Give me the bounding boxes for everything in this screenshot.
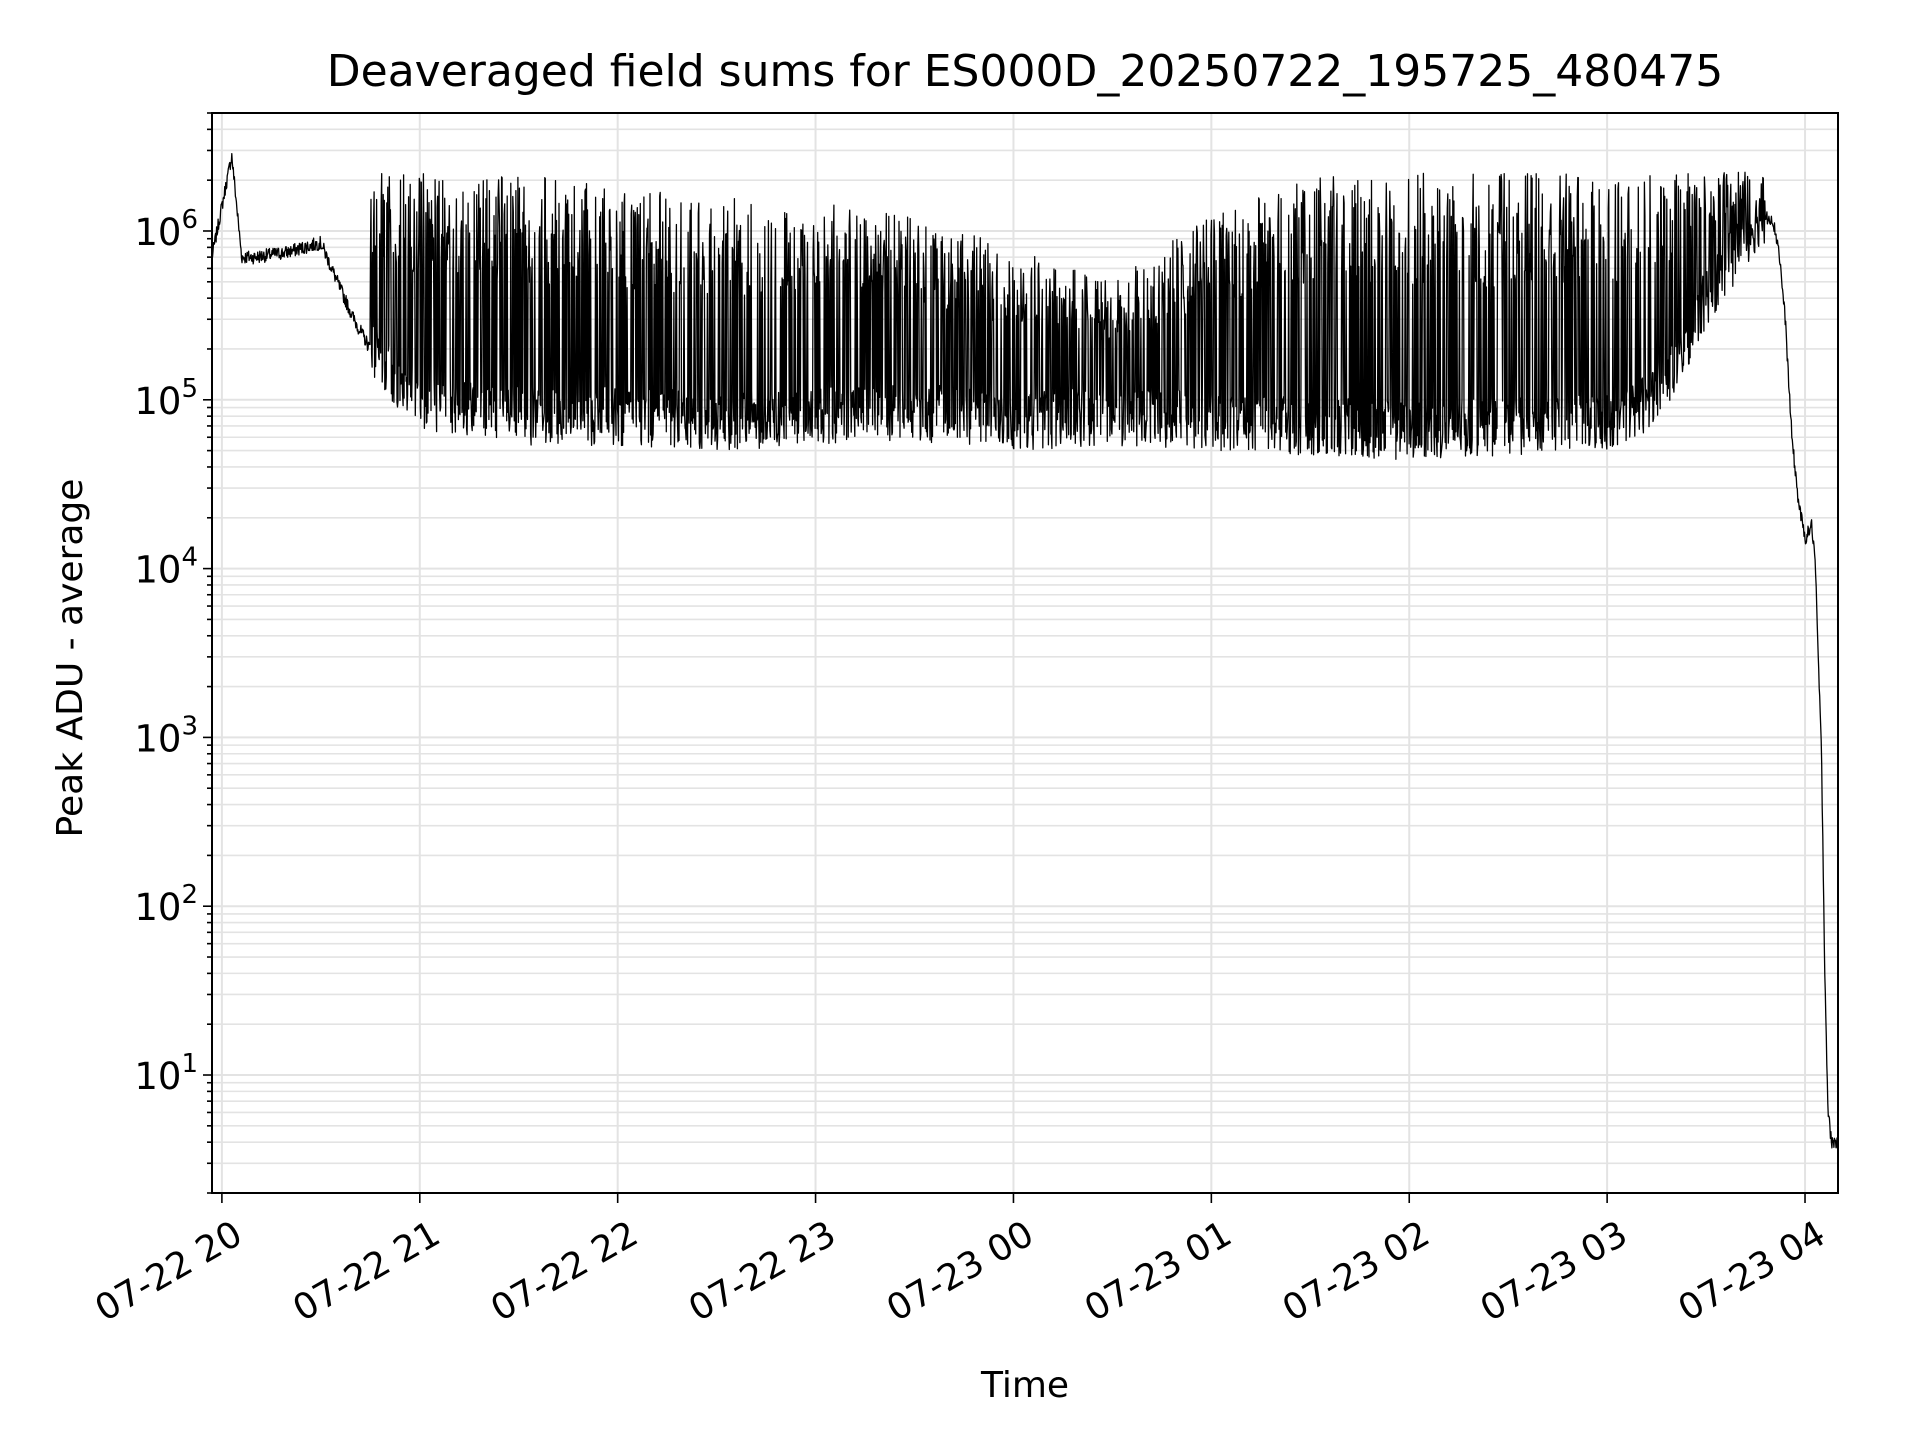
y-tick-exponent: 1 <box>181 1049 198 1079</box>
y-tick-exponent: 6 <box>181 205 198 235</box>
y-tick-base: 10 <box>134 380 181 423</box>
y-tick-label: 103 <box>134 711 198 760</box>
y-tick-base: 10 <box>134 886 181 929</box>
y-tick-base: 10 <box>134 717 181 760</box>
y-tick-label: 104 <box>134 543 198 592</box>
y-tick-label: 101 <box>134 1049 198 1098</box>
y-tick-label: 105 <box>134 374 198 423</box>
y-tick-base: 10 <box>134 211 181 254</box>
series-line <box>211 152 1839 1150</box>
data-series <box>211 152 1839 1150</box>
y-tick-label: 102 <box>134 880 198 929</box>
y-tick-exponent: 4 <box>181 543 198 573</box>
chart-title: Deaveraged field sums for ES000D_2025072… <box>327 46 1723 97</box>
y-tick-exponent: 3 <box>181 711 198 741</box>
y-tick-base: 10 <box>134 1055 181 1098</box>
y-tick-exponent: 5 <box>181 374 198 404</box>
y-tick-exponent: 2 <box>181 880 198 910</box>
y-axis-label: Peak ADU - average <box>50 479 91 838</box>
y-tick-base: 10 <box>134 549 181 592</box>
x-axis-label: Time <box>980 1365 1069 1406</box>
plot-frame <box>211 112 1839 1194</box>
y-tick-label: 106 <box>134 205 198 254</box>
